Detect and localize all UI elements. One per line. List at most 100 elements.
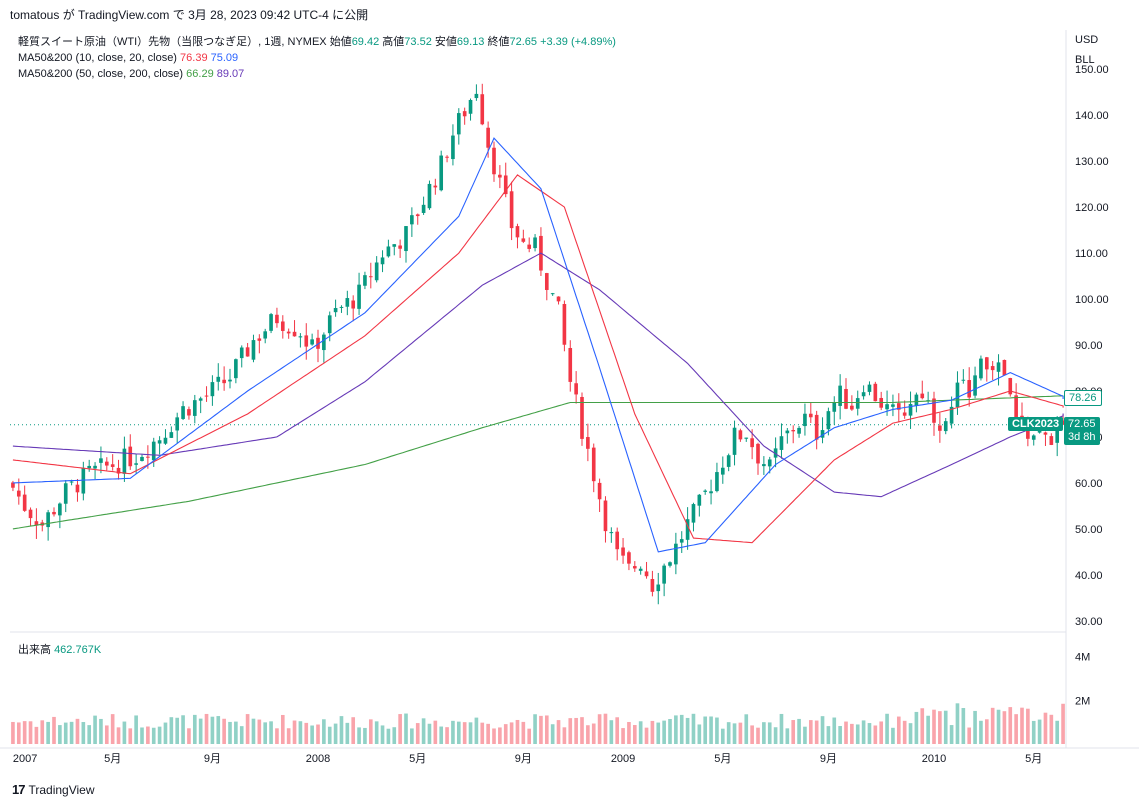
volume-bar (556, 720, 561, 744)
volume-bar (879, 721, 884, 744)
candle-body (697, 494, 702, 506)
candle-body (668, 562, 672, 566)
candle-body (996, 362, 1001, 372)
volume-bar (439, 726, 444, 744)
candle-body (357, 284, 361, 309)
candle-body (973, 375, 977, 396)
volume-bar (855, 724, 860, 744)
volume-bar (228, 721, 232, 744)
volume-bar (198, 718, 203, 744)
volume-bar (544, 715, 549, 744)
candle-body (339, 306, 344, 308)
high-label: 高値 (382, 36, 405, 48)
indicator-ma-short[interactable]: MA50&200 (10, close, 20, close) 76.39 75… (18, 50, 616, 66)
volume-legend[interactable]: 出来高 462.767K (18, 641, 101, 657)
candle-body (615, 531, 620, 550)
volume-bar (480, 722, 485, 744)
candle-body (1049, 436, 1054, 445)
volume-bar (357, 727, 361, 744)
volume-bar (22, 721, 27, 744)
candle-body (609, 532, 614, 534)
volume-bar (210, 716, 215, 744)
volume-bar (586, 725, 590, 744)
candle-body (474, 93, 479, 99)
volume-bar (216, 716, 221, 744)
candle-body (263, 331, 268, 339)
candle-body (468, 99, 473, 114)
volume-bar (410, 728, 414, 744)
candle-body (204, 395, 209, 397)
change-value: +3.39 (+4.89%) (540, 36, 616, 48)
candle-body (574, 383, 578, 395)
candle-body (492, 147, 496, 175)
volume-bar (627, 721, 631, 744)
candle-body (52, 511, 56, 515)
volume-bar (902, 720, 907, 744)
candle-body (826, 411, 831, 430)
volume-bar (386, 728, 391, 744)
volume-bar (744, 714, 749, 744)
candle-body (122, 448, 127, 474)
volume-bar (415, 723, 420, 744)
volume-bar (1002, 711, 1007, 744)
candle-body (374, 262, 379, 281)
volume-bar (298, 721, 303, 744)
x-tick-label: 5月 (104, 753, 121, 765)
candle-body (245, 347, 250, 357)
candle-body (46, 512, 50, 528)
candle-body (116, 467, 121, 474)
candle-body (726, 455, 731, 467)
volume-bar (691, 713, 696, 744)
volume-bar (498, 727, 502, 744)
volume-bar (844, 721, 848, 744)
candle-body (855, 398, 860, 409)
volume-bar (404, 713, 408, 744)
volume-bar (597, 714, 602, 744)
candle-body (169, 432, 174, 438)
volume-bar (134, 715, 138, 744)
volume-bar (251, 718, 256, 744)
candle-body (685, 519, 690, 540)
candle-body (151, 441, 156, 461)
candle-body (351, 300, 356, 309)
y-tick-label: 40.00 (1075, 570, 1103, 582)
tradingview-logo[interactable]: 17 TradingView (12, 782, 95, 797)
volume-bar (656, 722, 661, 744)
volume-bar (169, 717, 174, 744)
volume-bar (1055, 720, 1060, 744)
volume-bar (380, 725, 385, 744)
candle-body (99, 458, 103, 463)
volume-bar (568, 718, 573, 744)
volume-bar (1008, 707, 1013, 744)
volume-bar (885, 713, 889, 744)
candle-body (380, 257, 385, 265)
candle-body (509, 191, 514, 229)
volume-bar (69, 721, 74, 744)
candle-body (908, 404, 913, 416)
chart-legend: 軽質スイート原油（WTI）先物（当限つなぎ足）, 1週, NYMEX 始値69.… (18, 34, 616, 82)
volume-bar (1037, 719, 1042, 744)
candle-body (691, 504, 696, 523)
candle-body (439, 155, 444, 191)
volume-bar (52, 716, 56, 744)
volume-bar (803, 726, 807, 744)
candle-body (81, 467, 86, 494)
candle-body (322, 334, 326, 351)
y-tick-label: 90.00 (1075, 340, 1103, 352)
indicator-ma-long[interactable]: MA50&200 (50, close, 200, close) 66.29 8… (18, 66, 616, 82)
symbol-line[interactable]: 軽質スイート原油（WTI）先物（当限つなぎ足）, 1週, NYMEX 始値69.… (18, 34, 616, 50)
volume-bar (955, 703, 960, 744)
volume-bar (368, 719, 373, 744)
volume-bar (779, 713, 784, 744)
candle-body (363, 275, 367, 286)
candle-body (779, 436, 784, 450)
candle-body (16, 490, 21, 497)
ma50-line (12, 252, 1064, 498)
candle-body (867, 384, 872, 392)
tv-logo-icon: 17 (12, 782, 26, 797)
candle-body (427, 183, 432, 209)
candle-body (210, 382, 215, 397)
volume-bar (351, 717, 356, 744)
volume-bar (896, 716, 901, 744)
